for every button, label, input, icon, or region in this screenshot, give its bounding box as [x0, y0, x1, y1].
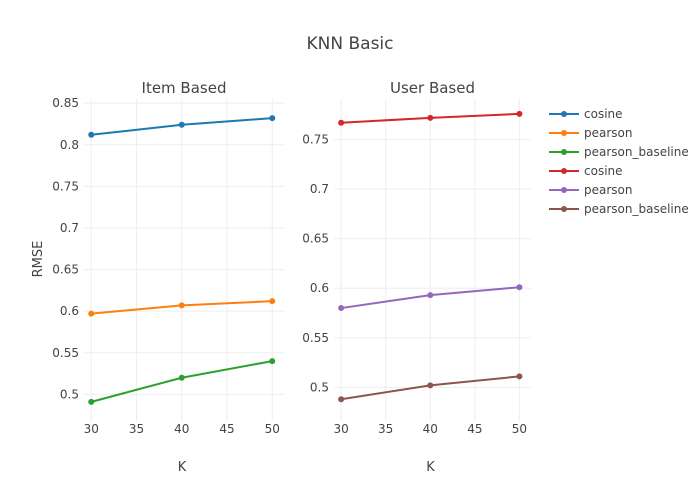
- subplot-title: User Based: [390, 79, 475, 97]
- x-tick-label: 45: [219, 422, 234, 436]
- x-tick-label: 40: [423, 422, 438, 436]
- y-axis-label: RMSE: [31, 241, 46, 278]
- y-tick-label: 0.6: [310, 281, 329, 295]
- legend-swatch-marker: [561, 149, 567, 155]
- y-tick-label: 0.65: [302, 232, 329, 246]
- data-point[interactable]: [516, 373, 523, 380]
- legend-item[interactable]: pearson: [549, 183, 633, 197]
- chart-title: KNN Basic: [307, 34, 394, 54]
- y-tick-label: 0.65: [52, 263, 79, 277]
- series-pearson: [338, 284, 523, 312]
- data-point[interactable]: [427, 114, 434, 121]
- y-tick-label: 0.85: [52, 96, 79, 110]
- legend-label: pearson_baseline: [584, 202, 689, 216]
- data-point[interactable]: [427, 292, 434, 299]
- x-tick-label: 30: [333, 422, 348, 436]
- legend-swatch-marker: [561, 187, 567, 193]
- legend-label: pearson: [584, 183, 633, 197]
- x-tick-label: 50: [265, 422, 280, 436]
- y-tick-label: 0.5: [60, 387, 79, 401]
- subplot-1: Item Based 0.5 0.55 0.6 0.65 0.7 0.75 0.8 0.85 30…: [52, 79, 284, 475]
- data-point[interactable]: [178, 121, 185, 128]
- x-tick-label: 50: [512, 422, 527, 436]
- legend-item[interactable]: pearson_baseline: [549, 202, 689, 216]
- y-tick-label: 0.6: [60, 304, 79, 318]
- y-tick-label: 0.55: [302, 331, 329, 345]
- series-pearson: [88, 298, 276, 317]
- series-cosine: [338, 110, 523, 126]
- data-point[interactable]: [516, 110, 523, 117]
- y-tick-label: 0.8: [60, 138, 79, 152]
- data-point[interactable]: [178, 374, 185, 381]
- x-tick-label: 45: [467, 422, 482, 436]
- y-tick-label: 0.7: [310, 182, 329, 196]
- x-axis-label: K: [178, 460, 187, 475]
- data-point[interactable]: [338, 305, 345, 312]
- y-tick-label: 0.75: [52, 179, 79, 193]
- legend-label: cosine: [584, 107, 623, 121]
- data-point[interactable]: [338, 119, 345, 126]
- legend-label: pearson_baseline: [584, 145, 689, 159]
- x-tick-label: 40: [174, 422, 189, 436]
- data-point[interactable]: [338, 396, 345, 403]
- data-point[interactable]: [269, 298, 276, 305]
- series-cosine: [88, 115, 276, 138]
- legend-swatch-marker: [561, 111, 567, 117]
- legend-swatch-marker: [561, 168, 567, 174]
- data-point[interactable]: [88, 131, 95, 138]
- legend-swatch-marker: [561, 206, 567, 212]
- series-pearson_baseline: [88, 358, 276, 405]
- data-point[interactable]: [427, 382, 434, 389]
- y-tick-label: 0.75: [302, 133, 329, 147]
- x-tick-label: 35: [129, 422, 144, 436]
- legend-label: cosine: [584, 164, 623, 178]
- legend-item[interactable]: cosine: [549, 107, 623, 121]
- x-tick-label: 35: [378, 422, 393, 436]
- data-point[interactable]: [178, 302, 185, 309]
- y-tick-label: 0.5: [310, 380, 329, 394]
- data-point[interactable]: [269, 115, 276, 122]
- data-point[interactable]: [269, 358, 276, 365]
- legend[interactable]: cosinepearsonpearson_baselinecosinepears…: [549, 107, 689, 216]
- x-axis-label: K: [426, 460, 435, 475]
- legend-item[interactable]: cosine: [549, 164, 623, 178]
- data-point[interactable]: [88, 398, 95, 405]
- data-point[interactable]: [88, 310, 95, 317]
- y-tick-label: 0.7: [60, 221, 79, 235]
- legend-label: pearson: [584, 126, 633, 140]
- data-point[interactable]: [516, 284, 523, 291]
- y-tick-label: 0.55: [52, 346, 79, 360]
- series-pearson_baseline: [338, 373, 523, 403]
- subplot-2: User Based 0.5 0.55 0.6 0.65 0.7 0.75 30 35 40 45 5…: [302, 79, 531, 475]
- x-tick-label: 30: [84, 422, 99, 436]
- subplot-title: Item Based: [142, 79, 227, 97]
- legend-swatch-marker: [561, 130, 567, 136]
- legend-item[interactable]: pearson: [549, 126, 633, 140]
- subplots: Item Based 0.5 0.55 0.6 0.65 0.7 0.75 0.8 0.85 30…: [52, 79, 531, 475]
- legend-item[interactable]: pearson_baseline: [549, 145, 689, 159]
